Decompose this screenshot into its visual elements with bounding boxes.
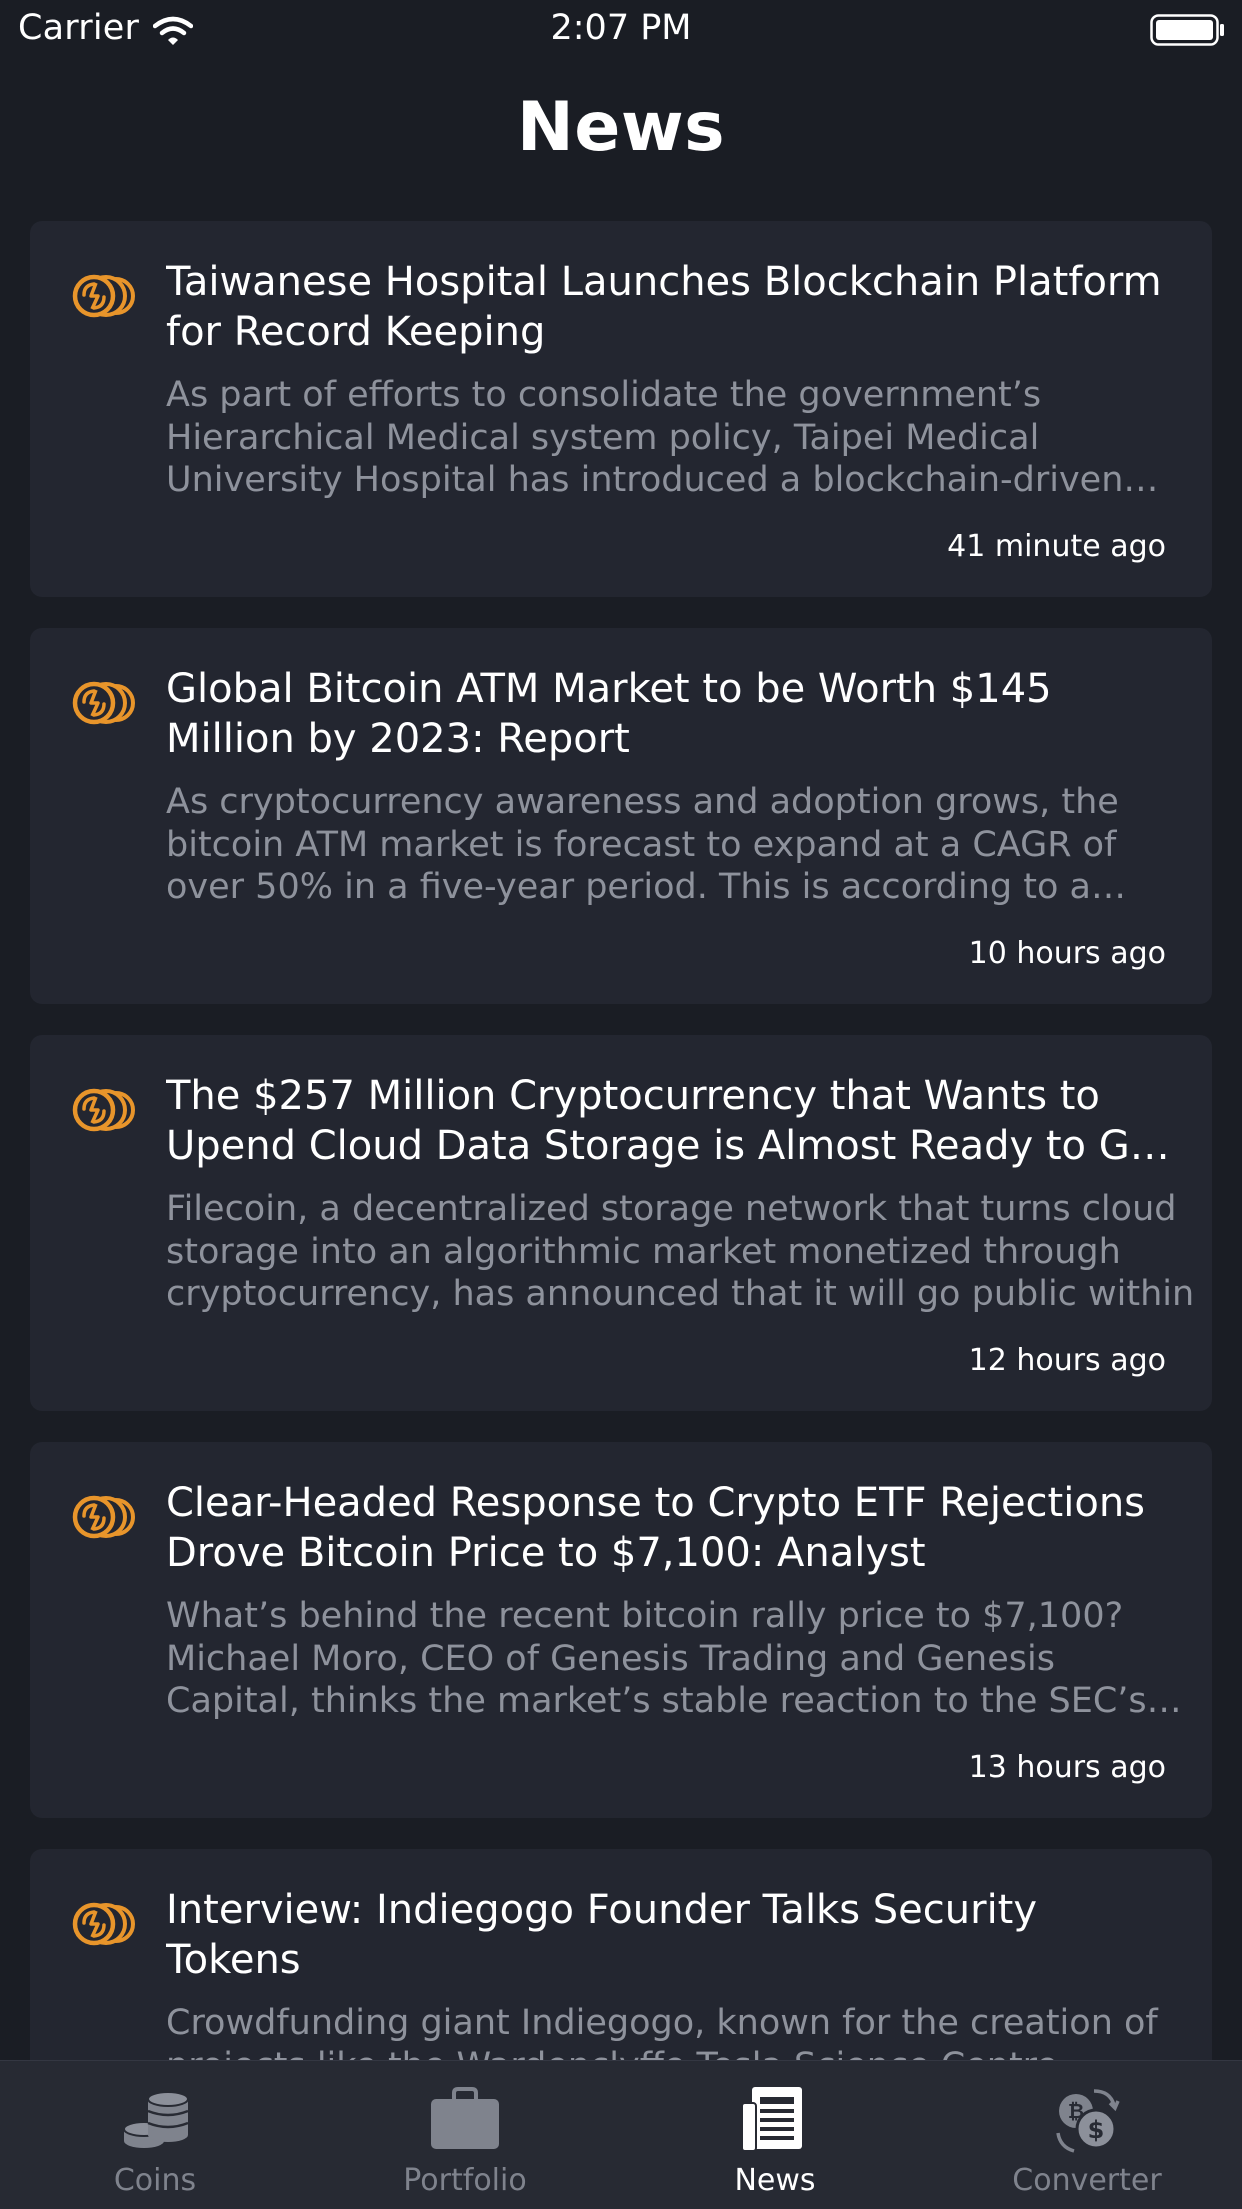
- news-card[interactable]: The $257 Million Cryptocurrency that Wan…: [30, 1035, 1212, 1411]
- coin-source-logo-icon: [72, 681, 135, 725]
- tab-label: Coins: [113, 2163, 197, 2198]
- status-bar: Carrier 2:07 PM: [0, 0, 1242, 62]
- news-card[interactable]: Interview: Indiegogo Founder Talks Secur…: [30, 1849, 1212, 2061]
- news-title: Global Bitcoin ATM Market to be Worth $1…: [166, 666, 1052, 762]
- coins-stack-icon: [123, 2091, 189, 2148]
- news-title: Clear-Headed Response to Crypto ETF Reje…: [166, 1480, 1146, 1576]
- news-timestamp: 13 hours ago: [968, 1750, 1166, 1785]
- currency-exchange-icon: ₿ $: [1056, 2089, 1120, 2153]
- tab-label: Portfolio: [403, 2163, 527, 2198]
- tab-coins[interactable]: Coins: [0, 2061, 310, 2209]
- news-excerpt: Crowdfunding giant Indiegogo, known for …: [166, 2003, 1158, 2061]
- news-excerpt: What’s behind the recent bitcoin rally p…: [166, 1596, 1147, 1721]
- news-timestamp: 41 minute ago: [947, 529, 1166, 564]
- coin-source-logo-icon: [72, 1902, 135, 1946]
- tab-portfolio[interactable]: Portfolio: [310, 2061, 620, 2209]
- news-timestamp: 12 hours ago: [968, 1343, 1166, 1378]
- status-time: 2:07 PM: [550, 8, 692, 48]
- carrier-label: Carrier: [18, 8, 140, 48]
- news-title: The $257 Million Cryptocurrency that Wan…: [166, 1073, 1155, 1169]
- news-excerpt: As part of efforts to consolidate the go…: [166, 375, 1124, 500]
- wifi-icon: [153, 16, 193, 45]
- tab-converter[interactable]: ₿ $ Converter: [932, 2061, 1242, 2209]
- coin-source-logo-icon: [72, 1495, 135, 1539]
- tab-label: News: [734, 2163, 816, 2198]
- tab-bar: Coins Portfolio News ₿ $ Co: [0, 2060, 1242, 2209]
- briefcase-icon: [431, 2087, 499, 2149]
- news-list[interactable]: Taiwanese Hospital Launches Blockchain P…: [30, 221, 1212, 2061]
- newspaper-icon: [741, 2087, 802, 2152]
- news-title: Taiwanese Hospital Launches Blockchain P…: [166, 259, 1162, 355]
- news-card[interactable]: Taiwanese Hospital Launches Blockchain P…: [30, 221, 1212, 597]
- tab-label: Converter: [1012, 2163, 1162, 2198]
- news-card[interactable]: Clear-Headed Response to Crypto ETF Reje…: [30, 1442, 1212, 1818]
- battery-icon: [1150, 14, 1224, 46]
- news-excerpt: As cryptocurrency awareness and adoption…: [166, 782, 1119, 907]
- news-title: Interview: Indiegogo Founder Talks Secur…: [166, 1887, 1038, 1983]
- coin-source-logo-icon: [72, 1088, 135, 1132]
- tab-news[interactable]: News: [620, 2061, 930, 2209]
- news-excerpt: Filecoin, a decentralized storage networ…: [166, 1189, 1195, 1314]
- svg-text:$: $: [1088, 2116, 1105, 2144]
- page-title: News: [516, 88, 726, 167]
- news-timestamp: 10 hours ago: [968, 936, 1166, 971]
- coin-source-logo-icon: [72, 274, 135, 318]
- news-card[interactable]: Global Bitcoin ATM Market to be Worth $1…: [30, 628, 1212, 1004]
